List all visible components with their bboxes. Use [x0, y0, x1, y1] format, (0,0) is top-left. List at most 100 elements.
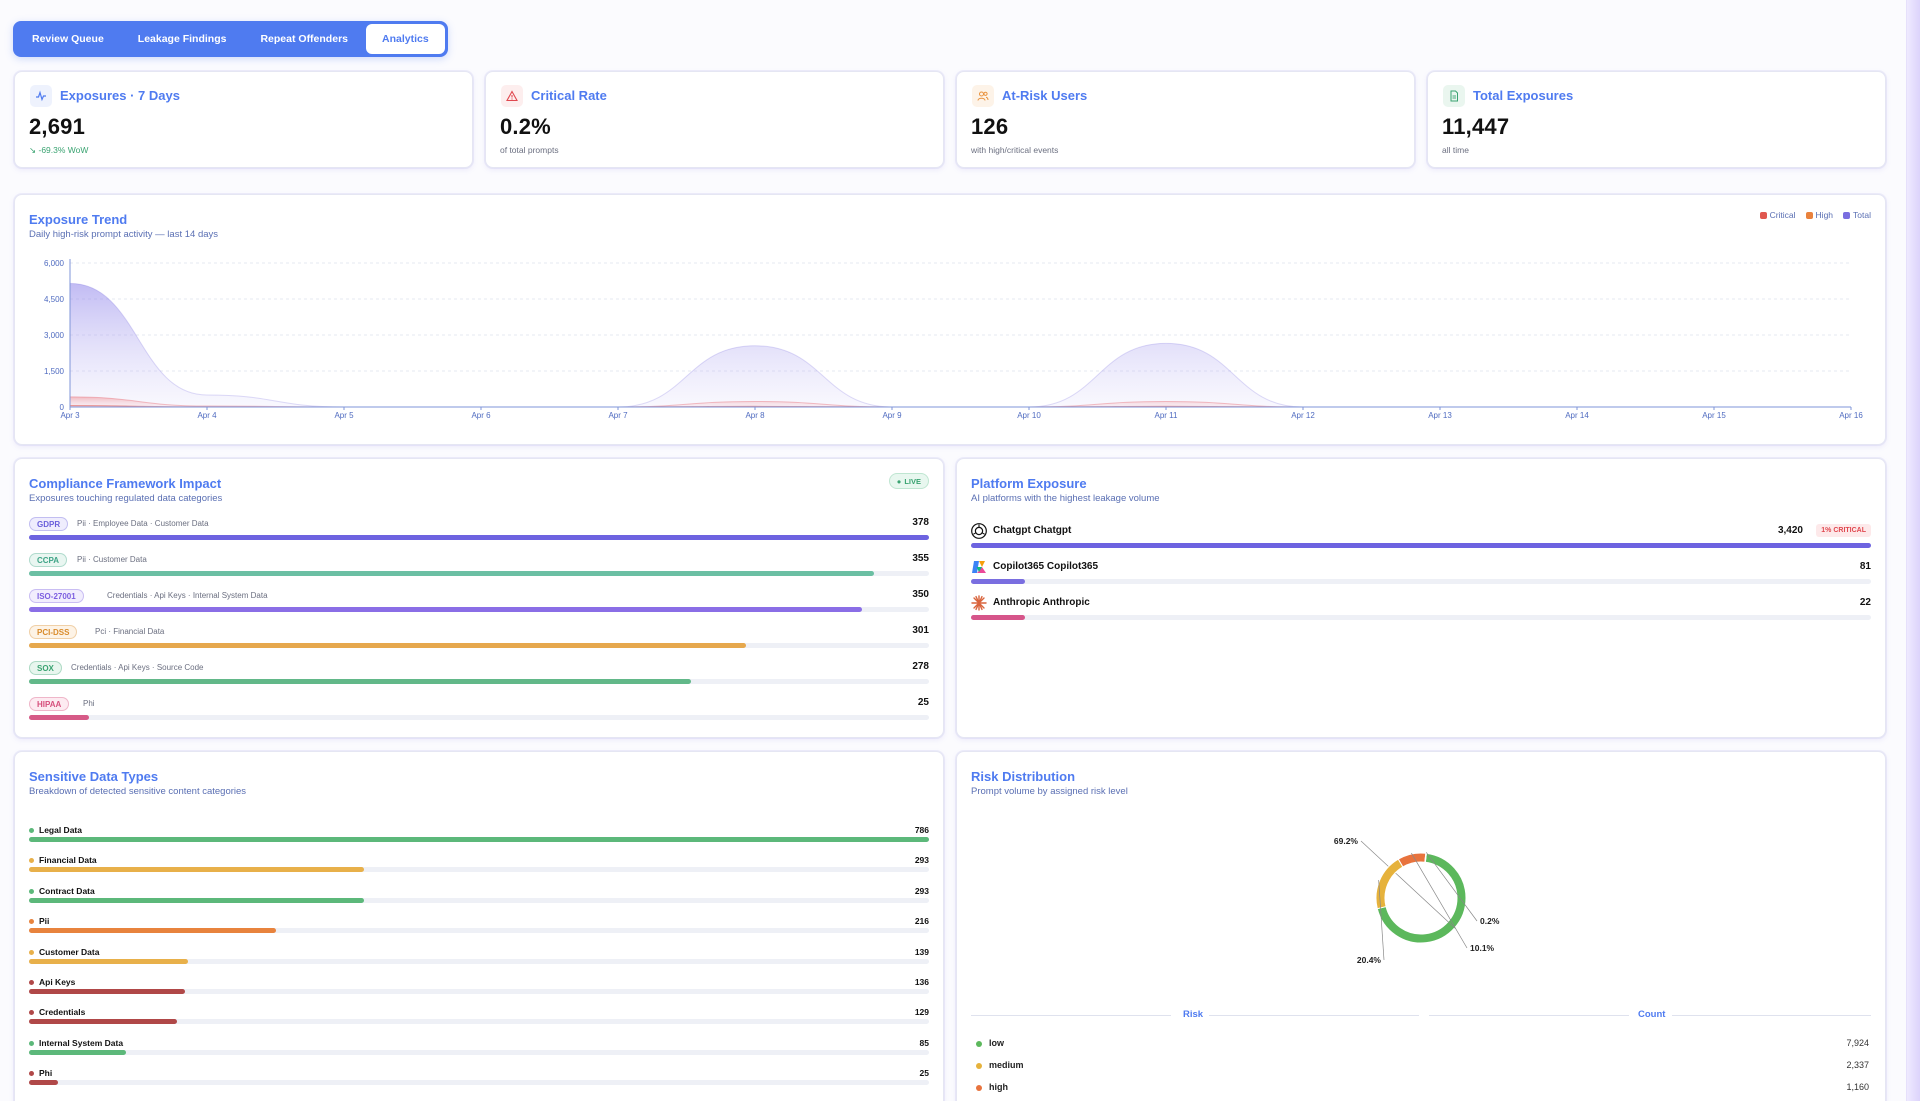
kpi-card-total-exposures: Total Exposures 11,447 all time — [1427, 71, 1886, 168]
risk-dot-icon — [976, 1063, 982, 1069]
progress-track — [29, 1049, 929, 1055]
table-header-count[interactable]: Count — [1638, 1009, 1666, 1020]
table-header-line — [1209, 1015, 1419, 1016]
legend-label: Critical — [1769, 210, 1796, 220]
sensitive-type-row[interactable]: Credentials 129 — [29, 1007, 929, 1037]
x-tick-label: Apr 4 — [197, 411, 217, 420]
legend-label: High — [1815, 210, 1834, 220]
card-title: Risk Distribution — [971, 769, 1076, 784]
progress-fill — [29, 958, 189, 964]
x-tick-label: Apr 9 — [882, 411, 902, 420]
kpi-value: 2,691 — [29, 114, 86, 139]
x-tick-label: Apr 6 — [471, 411, 491, 420]
legend-item-total[interactable]: Total — [1843, 210, 1871, 220]
progress-fill — [29, 989, 185, 994]
framework-categories: Pci · Financial Data — [95, 627, 165, 636]
category-count: 216 — [914, 916, 929, 927]
sensitive-type-row[interactable]: Pii 216 — [29, 916, 929, 946]
framework-count: 378 — [912, 517, 929, 528]
compliance-row[interactable]: PCI-DSS Pci · Financial Data 301 — [29, 625, 929, 655]
x-tick-label: Apr 13 — [1428, 411, 1452, 420]
legend-item-critical[interactable]: Critical — [1759, 210, 1796, 220]
sensitive-type-row[interactable]: Employee Data 23 — [29, 1099, 929, 1101]
risk-distribution-card: Risk Distribution Prompt volume by assig… — [956, 751, 1886, 1101]
live-label: LIVE — [904, 476, 921, 486]
framework-chip: GDPR — [29, 517, 69, 531]
kpi-card-critical-rate: Critical Rate 0.2% of total prompts — [485, 71, 944, 168]
risk-count: 1,160 — [1846, 1082, 1869, 1092]
table-header-risk[interactable]: Risk — [1183, 1009, 1204, 1020]
card-subtitle: Breakdown of detected sensitive content … — [29, 786, 247, 797]
progress-track — [29, 867, 929, 873]
progress-fill — [29, 571, 875, 576]
risk-label: high — [989, 1082, 1008, 1092]
sensitive-type-row[interactable]: Api Keys 136 — [29, 977, 929, 1007]
series-area-high — [70, 396, 1851, 407]
donut-slice-high[interactable] — [1397, 852, 1427, 868]
progress-fill — [29, 928, 277, 934]
anthropic-icon — [971, 595, 987, 611]
card-title: Exposure Trend — [29, 212, 128, 227]
progress-track — [29, 535, 929, 540]
tab-bar: Review Queue Leakage Findings Repeat Off… — [13, 21, 448, 57]
compliance-row[interactable]: HIPAA Phi 25 — [29, 697, 929, 727]
sensitive-type-row[interactable]: Contract Data 293 — [29, 886, 929, 916]
donut-slice-critical[interactable] — [1424, 852, 1427, 863]
risk-table-row[interactable]: low 7,924 — [971, 1038, 1871, 1052]
tab-leakage-findings[interactable]: Leakage Findings — [137, 33, 227, 45]
x-tick-label: Apr 12 — [1291, 411, 1315, 420]
risk-label: medium — [989, 1060, 1024, 1070]
card-title: Platform Exposure — [971, 476, 1087, 491]
slice-leader-line — [1360, 840, 1456, 929]
kpi-title: Total Exposures — [1473, 88, 1574, 103]
kpi-sub: with high/critical events — [971, 145, 1059, 155]
card-subtitle: Daily high-risk prompt activity — last 1… — [29, 229, 219, 240]
compliance-row[interactable]: GDPR Pii · Employee Data · Customer Data 3… — [29, 517, 929, 547]
live-dot-icon: ● — [896, 476, 902, 486]
legend-item-high[interactable]: High — [1805, 210, 1834, 220]
progress-track — [971, 579, 1871, 584]
category-count: 23 — [920, 1099, 929, 1101]
platform-name: Copilot365 Copilot365 — [993, 561, 1099, 572]
category-dot-icon — [29, 919, 34, 925]
compliance-row[interactable]: CCPA Pii · Customer Data 355 — [29, 553, 929, 583]
kpi-title: At-Risk Users — [1002, 88, 1088, 103]
platform-row[interactable]: Chatgpt Chatgpt 3,420 1% CRITICAL — [971, 523, 1871, 555]
tab-review-queue[interactable]: Review Queue — [32, 33, 104, 45]
risk-table-row[interactable]: medium 2,337 — [971, 1060, 1871, 1074]
sensitive-type-row[interactable]: Financial Data 293 — [29, 855, 929, 885]
risk-table-row[interactable]: high 1,160 — [971, 1082, 1871, 1096]
progress-fill — [971, 579, 1025, 584]
kpi-sub: all time — [1442, 145, 1469, 155]
framework-count: 278 — [912, 661, 929, 672]
category-dot-icon — [29, 858, 34, 864]
platform-row[interactable]: Copilot365 Copilot365 81 — [971, 561, 1871, 591]
sensitive-type-row[interactable]: Legal Data 786 — [29, 825, 929, 855]
progress-track — [29, 958, 929, 964]
progress-fill — [29, 535, 929, 540]
platform-count: 3,420 — [1777, 525, 1803, 536]
exposure-trend-chart: 0 1,500 3,000 4,500 6,000 Apr 3 Apr 4 Apr 5 Apr … — [44, 259, 1863, 420]
platform-row[interactable]: Anthropic Anthropic 22 — [971, 595, 1871, 627]
tab-analytics[interactable]: Analytics — [366, 24, 445, 54]
legend-swatch — [1805, 212, 1813, 219]
card-subtitle: AI platforms with the highest leakage vo… — [971, 493, 1160, 504]
progress-fill — [29, 1080, 58, 1086]
risk-label: low — [989, 1038, 1004, 1048]
tab-repeat-offenders[interactable]: Repeat Offenders — [260, 33, 348, 45]
sensitive-type-row[interactable]: Phi 25 — [29, 1068, 929, 1098]
risk-donut-chart: 69.2% 20.4% 10.1% 0.2% — [1334, 836, 1500, 965]
kpi-title: Exposures · 7 Days — [60, 88, 180, 103]
platform-name: Chatgpt Chatgpt — [993, 525, 1072, 536]
kpi-value: 126 — [971, 114, 1009, 139]
compliance-row[interactable]: SOX Credentials · Api Keys · Source Code 2… — [29, 661, 929, 691]
sensitive-type-row[interactable]: Internal System Data 85 — [29, 1038, 929, 1068]
compliance-row[interactable]: ISO-27001 Credentials · Api Keys · Intern… — [29, 589, 929, 619]
x-tick-label: Apr 14 — [1565, 411, 1589, 420]
category-count: 25 — [919, 1068, 929, 1079]
framework-count: 350 — [912, 589, 929, 600]
platform-name: Anthropic Anthropic — [993, 597, 1090, 608]
document-icon — [1443, 85, 1465, 107]
sensitive-type-row[interactable]: Customer Data 139 — [29, 947, 929, 977]
table-header-line — [971, 1015, 1171, 1016]
